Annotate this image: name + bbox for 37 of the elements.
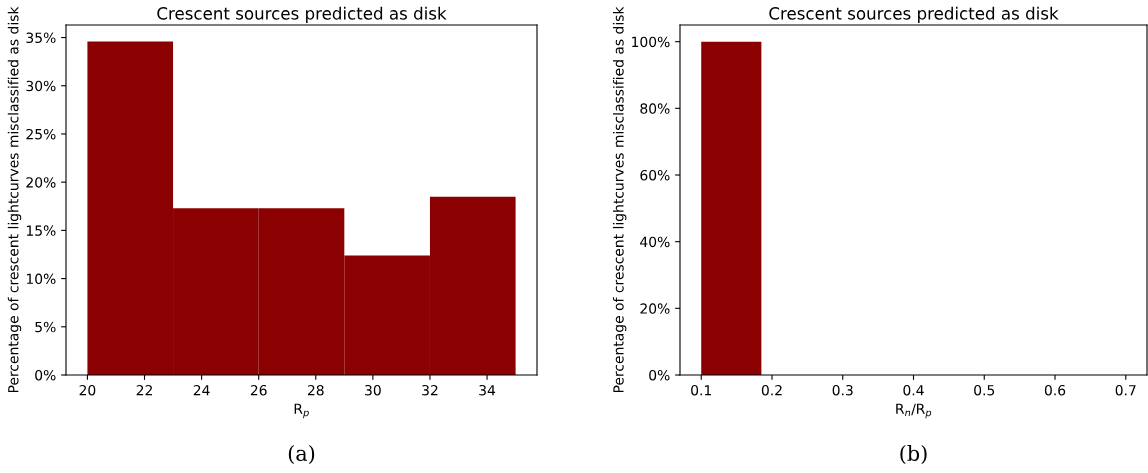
- y-tick-label: 20%: [26, 177, 56, 188]
- y-tick-label: 60%: [640, 169, 670, 181]
- chart-title: Crescent sources predicted as disk: [157, 6, 447, 23]
- y-axis-title: Percentage of crescent lightcurves misclassified as disk: [612, 6, 627, 393]
- y-tick-label: 10%: [26, 273, 56, 285]
- y-tick-label: 40%: [640, 236, 670, 248]
- y-tick-label: 80%: [640, 103, 670, 114]
- y-tick-label: 0%: [649, 369, 670, 381]
- text: (b): [900, 444, 927, 464]
- y-tick-label: 35%: [26, 32, 56, 44]
- x-axis-title: R$_{p}$: [294, 403, 309, 419]
- y-tick-label: 20%: [640, 303, 670, 314]
- x-tick-label: 20: [79, 384, 96, 396]
- y-tick-label: 0%: [35, 369, 56, 381]
- x-tick-label: 34: [479, 384, 496, 396]
- x-tick-label: 28: [307, 384, 324, 396]
- x-tick-label: 0.6: [1044, 384, 1066, 396]
- y-tick-label: 100%: [632, 36, 670, 48]
- x-tick-label: 0.5: [974, 384, 995, 396]
- x-tick-label: 0.4: [903, 384, 924, 396]
- x-axis-title: R$_{n}$/R$_{p}$: [896, 403, 932, 419]
- x-tick-label: 24: [193, 384, 210, 396]
- x-tick-label: 32: [422, 384, 438, 396]
- y-axis-title: Percentage of crescent lightcurves misclassified as disk: [7, 6, 22, 393]
- text: (a): [288, 444, 315, 464]
- x-tick-label: 0.2: [761, 384, 782, 396]
- chart-title: Crescent sources predicted as disk: [769, 6, 1059, 23]
- x-tick-label: 30: [365, 384, 381, 396]
- x-tick-label: 0.7: [1115, 384, 1136, 396]
- x-tick-label: 22: [136, 384, 152, 396]
- y-tick-label: 5%: [35, 321, 56, 333]
- y-tick-label: 25%: [26, 128, 56, 140]
- x-tick-label: 0.3: [832, 384, 853, 396]
- y-tick-label: 30%: [26, 80, 56, 92]
- x-tick-label: 0.1: [691, 384, 711, 396]
- x-tick-label: 26: [250, 384, 267, 396]
- y-tick-label: 15%: [26, 225, 56, 236]
